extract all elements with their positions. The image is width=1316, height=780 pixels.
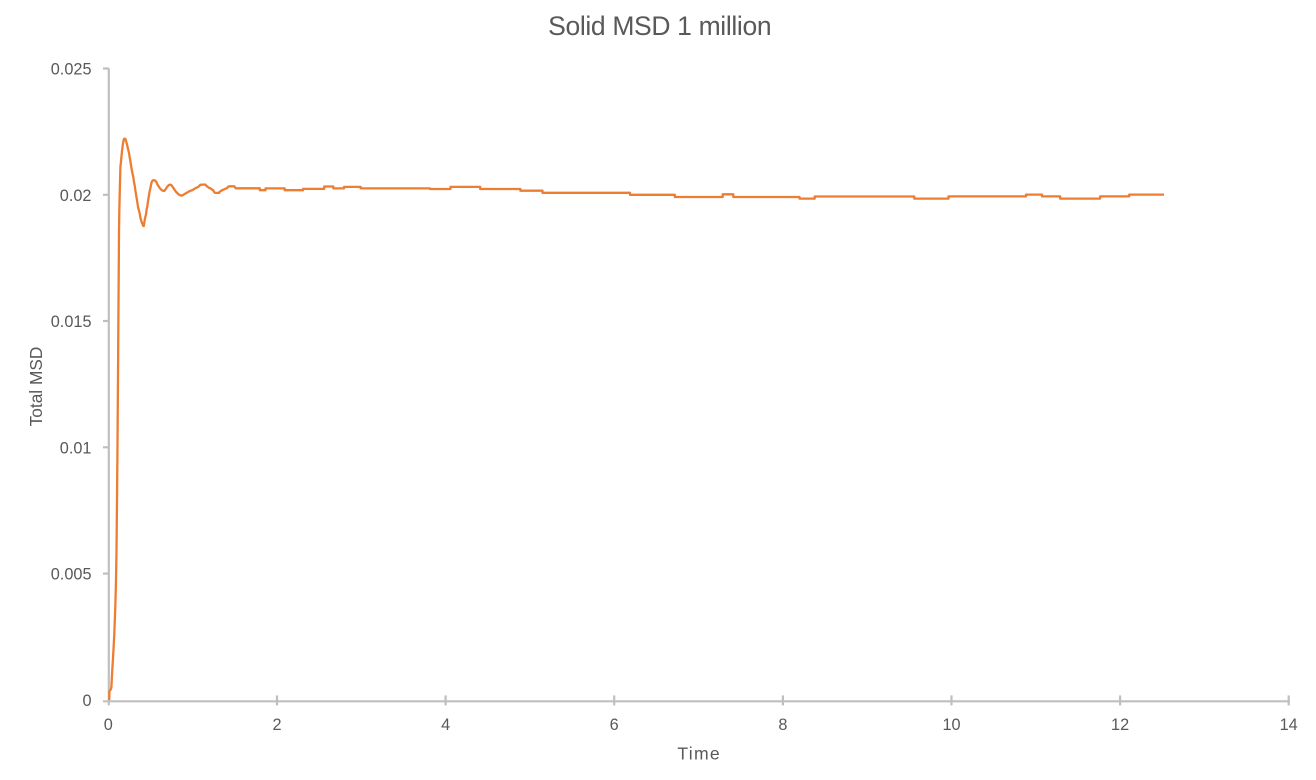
svg-text:4: 4 — [441, 716, 450, 734]
svg-text:Time: Time — [677, 744, 721, 764]
svg-text:8: 8 — [778, 716, 787, 734]
svg-text:0.005: 0.005 — [51, 566, 92, 584]
svg-text:Total MSD: Total MSD — [26, 347, 46, 427]
svg-text:6: 6 — [610, 716, 619, 734]
svg-text:2: 2 — [272, 716, 281, 734]
svg-text:0.025: 0.025 — [51, 61, 92, 79]
svg-text:0.02: 0.02 — [60, 187, 92, 205]
svg-text:Solid MSD 1 million: Solid MSD 1 million — [548, 11, 771, 41]
svg-text:0.01: 0.01 — [60, 439, 92, 457]
svg-text:0: 0 — [104, 716, 113, 734]
svg-text:0: 0 — [82, 692, 91, 710]
svg-text:12: 12 — [1111, 716, 1129, 734]
svg-text:14: 14 — [1280, 716, 1298, 734]
svg-text:10: 10 — [942, 716, 960, 734]
svg-text:0.015: 0.015 — [51, 313, 92, 331]
